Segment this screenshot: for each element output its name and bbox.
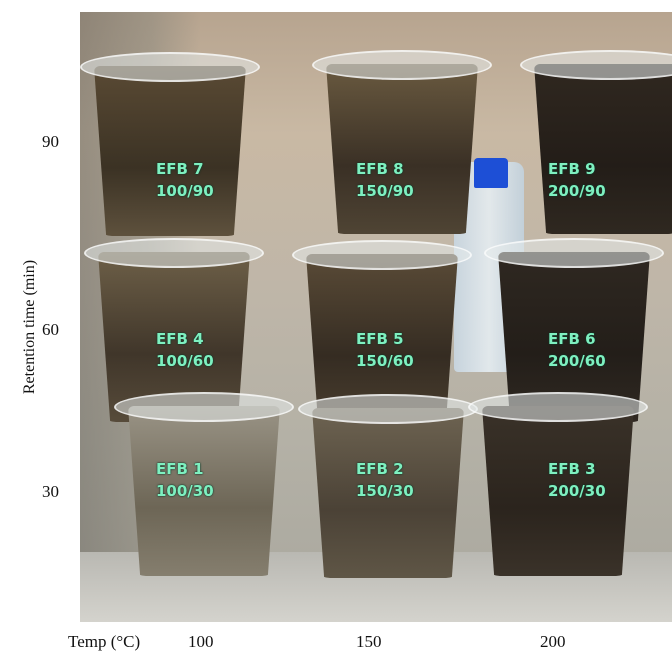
sample-cup-efb1 (114, 392, 294, 582)
y-tick-90: 90 (42, 132, 59, 151)
sample-cup-efb9 (520, 50, 672, 240)
bottle-cap (474, 158, 508, 188)
y-tick-60: 60 (42, 320, 59, 339)
sample-cup-efb7 (80, 52, 260, 242)
label-efb5: EFB 5 150/60 (356, 330, 414, 370)
x-tick-150: 150 (356, 632, 382, 651)
label-efb1: EFB 1 100/30 (156, 460, 214, 500)
label-efb6: EFB 6 200/60 (548, 330, 606, 370)
sample-cup-efb2 (298, 394, 478, 584)
sample-cup-efb3 (468, 392, 648, 582)
x-tick-200: 200 (540, 632, 566, 651)
label-efb7: EFB 7 100/90 (156, 160, 214, 200)
sample-photo: EFB 7 100/90 EFB 8 150/90 EFB 9 200/90 EFB … (80, 12, 672, 622)
label-efb4: EFB 4 100/60 (156, 330, 214, 370)
label-efb3: EFB 3 200/30 (548, 460, 606, 500)
x-tick-100: 100 (188, 632, 214, 651)
x-axis-label: Temp (°C) (68, 632, 141, 651)
y-tick-30: 30 (42, 482, 59, 501)
label-efb2: EFB 2 150/30 (356, 460, 414, 500)
label-efb9: EFB 9 200/90 (548, 160, 606, 200)
label-efb8: EFB 8 150/90 (356, 160, 414, 200)
sample-cup-efb8 (312, 50, 492, 240)
